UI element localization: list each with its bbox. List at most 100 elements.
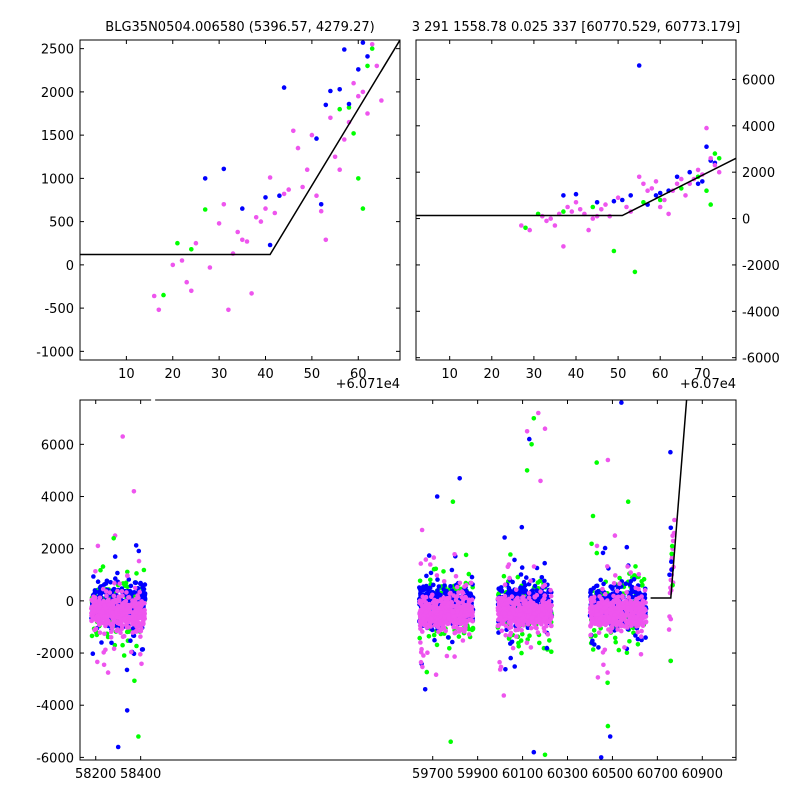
data-point-pink (138, 634, 143, 639)
data-point-green (431, 566, 437, 572)
data-point-pink (136, 595, 141, 601)
data-point-pink (286, 187, 292, 192)
outlier-point-pink (131, 489, 137, 494)
data-point-pink (103, 606, 108, 611)
data-point-pink (465, 618, 471, 624)
data-point-pink (447, 595, 452, 601)
data-point-pink (462, 629, 467, 634)
data-point-blue (518, 585, 523, 590)
x-tick-label: 60100 (502, 767, 543, 782)
data-point-pink (639, 594, 644, 599)
data-point-pink (151, 293, 157, 299)
x-tick-label: 60 (652, 367, 669, 382)
data-point-pink (547, 607, 553, 613)
data-point-pink (643, 614, 649, 619)
data-point-pink (537, 616, 542, 622)
data-point-blue (635, 636, 641, 642)
data-point-pink (105, 598, 111, 603)
data-point-pink (451, 614, 457, 619)
data-point-pink (497, 659, 502, 665)
y-tick-label: -500 (44, 302, 74, 317)
data-point-pink (545, 611, 550, 617)
data-point-pink (640, 598, 646, 603)
data-point-pink (137, 589, 142, 595)
data-point-green (635, 642, 641, 647)
axis-break (151, 398, 156, 403)
data-point-pink (134, 627, 140, 633)
data-point-pink (130, 630, 135, 635)
outlier-point-blue (434, 494, 440, 499)
data-point-blue (91, 574, 96, 579)
data-point-pink (524, 640, 530, 646)
data-point-blue (596, 645, 601, 650)
data-point-pink (596, 630, 602, 635)
data-point-green (593, 633, 598, 638)
data-point-pink (638, 617, 643, 622)
data-point-pink (533, 625, 538, 630)
data-point-pink (598, 615, 604, 621)
data-point-pink (419, 619, 425, 625)
data-point-blue (445, 635, 451, 640)
data-point-pink (420, 664, 425, 670)
outlier-point-green (542, 752, 548, 758)
y-tick-label: 0 (66, 595, 74, 610)
outlier-point-blue (527, 436, 532, 442)
data-point-green (120, 642, 125, 648)
outlier-point-green (111, 536, 116, 541)
data-point-blue (428, 570, 434, 576)
data-point-pink (649, 186, 655, 191)
data-points (89, 400, 688, 760)
data-point-green (121, 653, 127, 658)
data-point-blue (450, 639, 455, 645)
data-point-pink (595, 612, 601, 617)
data-point-green (426, 634, 432, 639)
data-point-pink (90, 615, 95, 621)
data-point-pink (603, 610, 609, 616)
data-point-pink (108, 629, 114, 634)
data-point-blue (623, 581, 629, 586)
data-point-green (632, 269, 638, 275)
data-point-pink (516, 618, 521, 624)
data-point-pink (369, 42, 375, 47)
data-point-pink (457, 580, 463, 586)
x-tick-label: 50 (304, 367, 321, 382)
data-point-green (189, 247, 194, 252)
data-point-pink (139, 661, 144, 667)
x-tick-label: 60500 (592, 767, 633, 782)
event-point-green (668, 658, 674, 664)
data-point-pink (102, 631, 107, 637)
x-tick-label: 20 (484, 367, 501, 382)
data-point-pink (631, 620, 636, 625)
data-point-blue (653, 193, 659, 198)
x-tick-label: 10 (118, 367, 135, 382)
data-point-blue (128, 583, 134, 589)
outlier-point-green (136, 734, 141, 739)
data-point-pink (120, 601, 125, 607)
data-point-pink (613, 573, 618, 578)
data-point-blue (620, 197, 625, 203)
data-point-blue (365, 54, 370, 59)
data-point-pink (112, 581, 117, 586)
data-point-pink (538, 589, 543, 594)
data-point-pink (519, 223, 524, 228)
data-point-pink (539, 612, 544, 618)
data-point-pink (104, 614, 110, 619)
data-point-pink (526, 595, 532, 600)
outlier-point-blue (598, 755, 604, 760)
event-point-green (669, 551, 674, 557)
data-point-pink (138, 652, 143, 657)
outlier-point-green (448, 739, 454, 744)
data-point-pink (447, 591, 453, 596)
data-point-pink (460, 603, 466, 609)
data-point-pink (468, 607, 474, 613)
data-point-pink (517, 612, 523, 617)
outlier-point-green (450, 499, 456, 505)
data-point-blue (263, 195, 268, 200)
data-point-pink (615, 603, 621, 609)
data-point-blue (422, 687, 428, 692)
data-point-blue (636, 63, 642, 68)
outlier-point-green (605, 723, 611, 729)
data-point-green (523, 225, 528, 231)
data-point-pink (627, 615, 632, 620)
x-tick-label: 40 (257, 367, 274, 382)
